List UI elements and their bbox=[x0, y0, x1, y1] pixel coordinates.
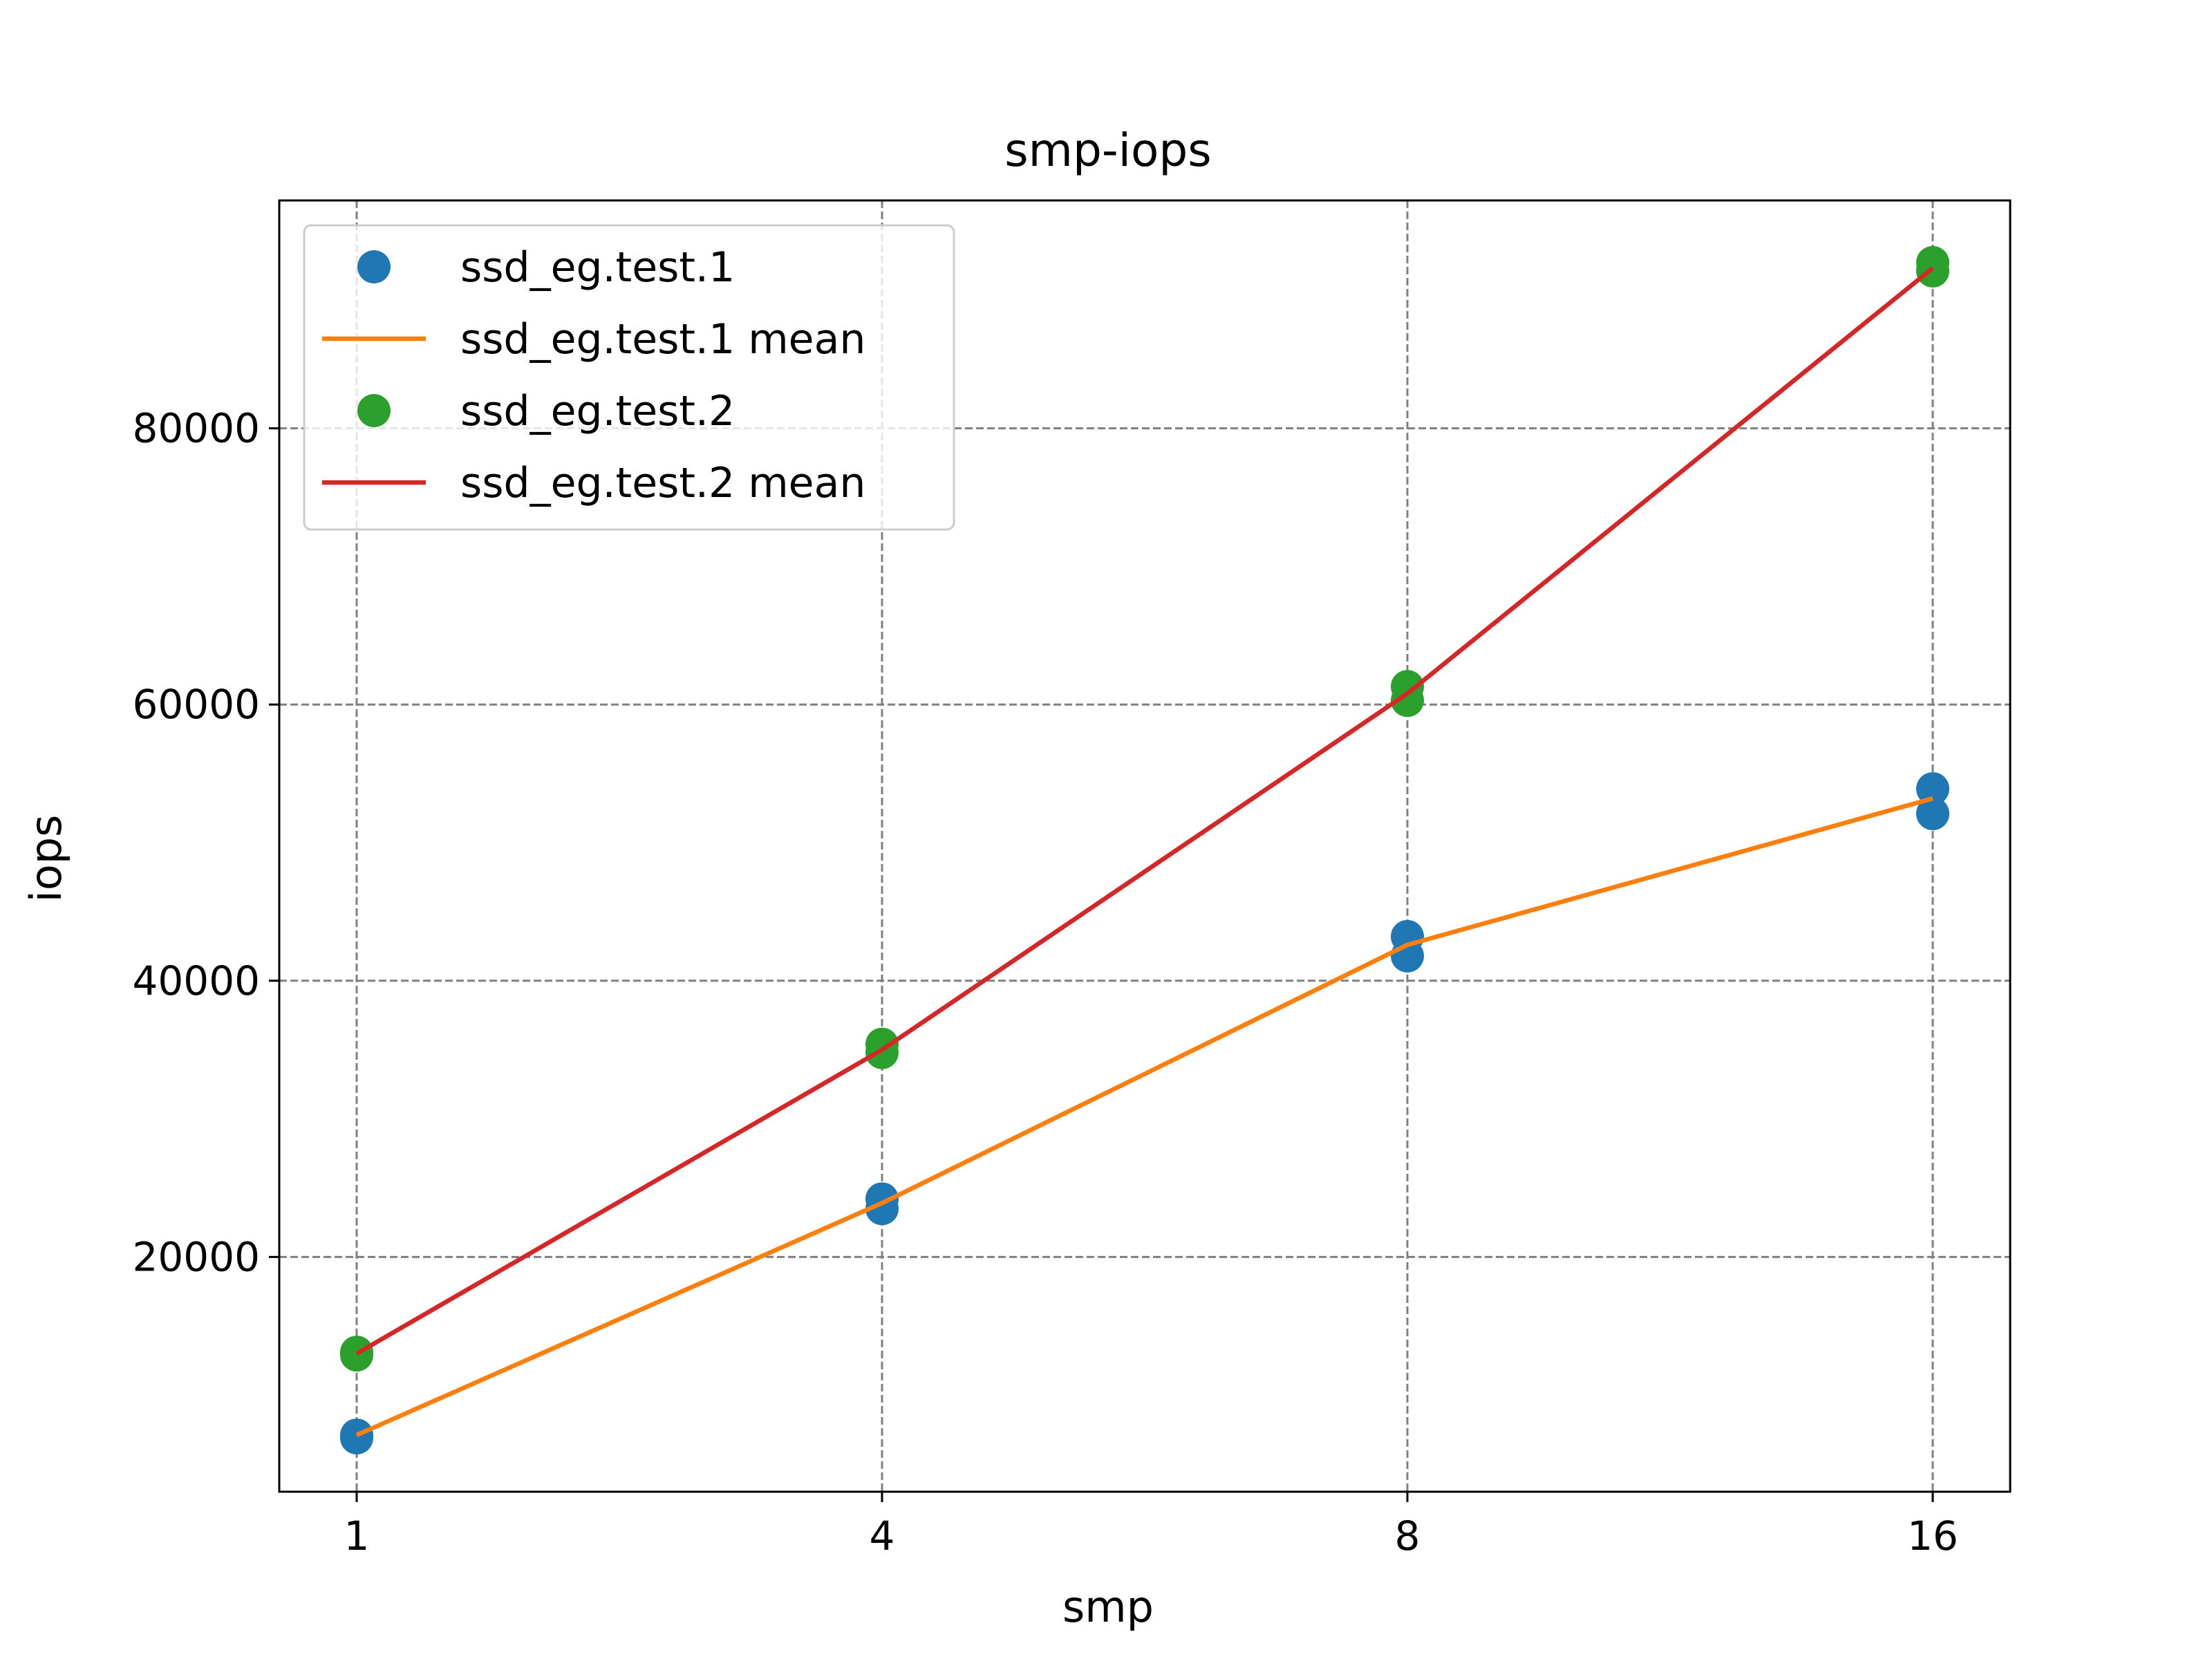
series-line bbox=[355, 796, 1933, 1438]
chart-title: smp-iops bbox=[1004, 124, 1211, 177]
data-point bbox=[1916, 797, 1949, 831]
x-tick-label: 16 bbox=[1907, 1512, 1958, 1559]
legend-label: ssd_eg.test.2 mean bbox=[460, 459, 865, 507]
series-ssd-eg-test-1-mean bbox=[355, 796, 1933, 1438]
series-line bbox=[355, 266, 1935, 1356]
legend-box bbox=[303, 224, 955, 531]
plot-area-frame bbox=[278, 199, 2012, 1493]
y-axis-label: iops bbox=[21, 815, 71, 903]
legend-marker-swatch bbox=[357, 394, 391, 427]
legend-label: ssd_eg.test.1 bbox=[460, 243, 735, 292]
series-layer bbox=[340, 245, 1949, 1455]
x-tick-label: 8 bbox=[1395, 1512, 1421, 1559]
y-tick-label: 40000 bbox=[132, 957, 260, 1004]
data-point bbox=[1916, 772, 1949, 806]
data-point bbox=[1391, 670, 1424, 704]
y-tick-label: 60000 bbox=[132, 681, 260, 728]
legend-label: ssd_eg.test.1 mean bbox=[460, 315, 865, 364]
x-tick-label: 1 bbox=[344, 1512, 370, 1559]
x-tick-label: 4 bbox=[870, 1512, 895, 1559]
y-tick-label: 20000 bbox=[132, 1233, 260, 1280]
x-axis-label: smp bbox=[1062, 1582, 1154, 1632]
legend-label: ssd_eg.test.2 bbox=[460, 387, 735, 435]
data-point bbox=[1916, 245, 1949, 279]
y-tick-label: 80000 bbox=[132, 405, 260, 452]
legend-marker-swatch bbox=[357, 250, 391, 283]
legend: ssd_eg.test.1 ssd_eg.test.1 mean ssd_eg.te… bbox=[303, 224, 955, 531]
ticks: 1 4 8 16 20000 40000 60000 80000 bbox=[132, 405, 1958, 1559]
series-ssd-eg-test-2-mean bbox=[355, 266, 1935, 1356]
